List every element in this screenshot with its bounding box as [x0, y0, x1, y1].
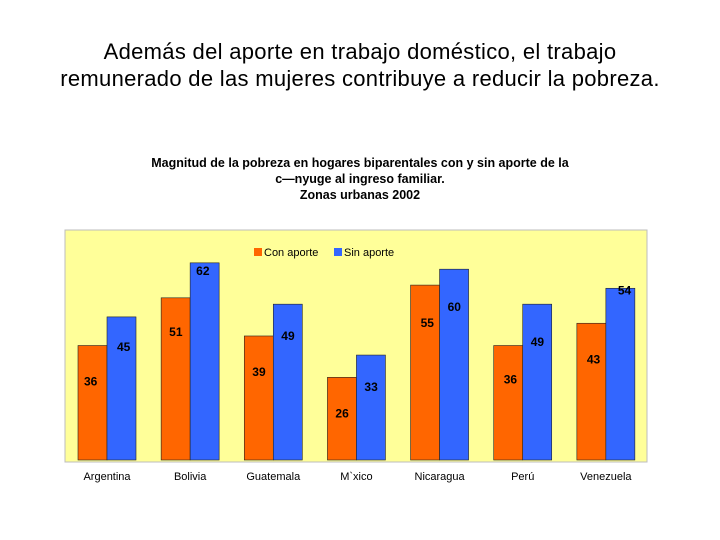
data-label-nicaragua-sin: 60: [448, 300, 462, 314]
data-label-per-sin: 49: [531, 335, 545, 349]
bar-venezuela-sin: [605, 287, 636, 461]
category-label-venezuela: Venezuela: [580, 471, 632, 483]
chart-title-line-1: Magnitud de la pobreza en hogares bipare…: [151, 156, 569, 170]
bar-nicaragua-sin: [439, 268, 469, 461]
slide-title: Además del aporte en trabajo doméstico, …: [60, 39, 660, 91]
bar-argentina-sin: [106, 316, 137, 461]
bar-mxico-con: [327, 377, 357, 461]
bar-nicaragua-con: [410, 284, 440, 461]
data-label-argentina-con: 36: [84, 375, 98, 389]
data-label-per-con: 36: [504, 373, 518, 387]
data-label-nicaragua-con: 55: [421, 316, 435, 330]
chart-title: Magnitud de la pobreza en hogares bipare…: [80, 155, 640, 203]
category-label-argentina: Argentina: [83, 471, 131, 483]
bar-bolivia-con: [160, 297, 191, 461]
chart-title-line-3: Zonas urbanas 2002: [299, 188, 421, 202]
legend-label-2: Sin aporte: [344, 247, 394, 259]
data-label-argentina-sin: 45: [117, 340, 131, 354]
bar-argentina-con: [77, 345, 108, 461]
category-label-bolivia: Bolivia: [174, 471, 207, 483]
data-label-guatemala-con: 39: [252, 365, 266, 379]
chart-title-line-2: c—nyuge al ingreso familiar.: [275, 172, 445, 186]
legend-swatch-2: [334, 248, 342, 256]
bar-venezuela-con: [576, 322, 607, 461]
data-label-guatemala-sin: 49: [281, 329, 295, 343]
legend-label-1: Con aporte: [264, 247, 318, 259]
bar-guatemala-con: [243, 335, 274, 461]
data-label-venezuela-con: 43: [587, 352, 601, 366]
category-label-mxico: M`xico: [340, 471, 372, 483]
bar-guatemala-sin: [272, 303, 303, 461]
data-label-venezuela-sin: 54: [618, 283, 632, 297]
category-label-guatemala: Guatemala: [246, 471, 301, 483]
data-label-bolivia-con: 51: [169, 325, 183, 339]
data-label-mxico-con: 26: [335, 406, 349, 420]
bar-per-sin: [522, 303, 553, 461]
category-label-nicaragua: Nicaragua: [415, 471, 466, 483]
bar-per-con: [493, 345, 524, 461]
category-label-per: Perú: [511, 471, 534, 483]
data-label-mxico-sin: 33: [364, 380, 378, 394]
legend-swatch-1: [254, 248, 262, 256]
data-label-bolivia-sin: 62: [196, 264, 210, 278]
bar-mxico-sin: [356, 354, 386, 461]
bar-bolivia-sin: [189, 262, 220, 461]
